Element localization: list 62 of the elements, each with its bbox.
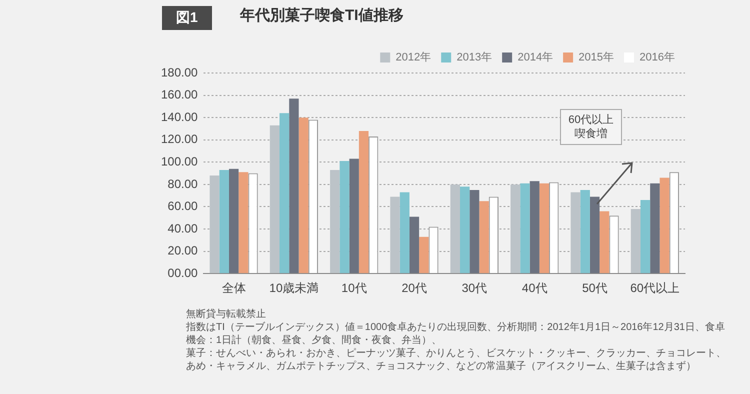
bar (570, 192, 580, 274)
x-tick-label: 40代 (522, 281, 548, 296)
bar (210, 176, 220, 274)
y-tick-label: 40.00 (168, 221, 198, 236)
caption: 図1 (162, 6, 212, 30)
legend-label: 2014年 (518, 52, 554, 64)
bar (340, 161, 350, 274)
text: 菓子：せんべい・あられ・おかき、ピーナッツ菓子、かりんとう、ビスケット・クッキー、クラッカー、チョコレート、あめ・キャラメル、ガムポテトチップス、チョコスナック、などの常温菓子（アイスクリーム、生菓子は含まず） (186, 347, 727, 373)
chart-title: 年代別菓子喫食TI値推移 (240, 6, 404, 25)
x-tick-label: 60代以上 (630, 281, 680, 296)
text: 指数はTI（テーブルインデックス）値＝1000食卓あたりの出現回数、分析期間：2012年1月1日～2016年12月31日、食卓機会：1日計（朝食、昼食、夕食、間食・夜食、弁当）、 (186, 321, 726, 347)
y-tick-label: 100.00 (161, 154, 198, 168)
bar (390, 196, 400, 274)
bar (419, 236, 429, 274)
bar (590, 196, 600, 274)
y-tick-label: 160.00 (161, 88, 198, 102)
bar (479, 201, 489, 274)
bar (349, 158, 359, 274)
bar (228, 168, 239, 274)
legend-label: 2016年 (640, 52, 676, 64)
bar (470, 190, 480, 274)
bar (450, 184, 460, 274)
x-tick-label: 50代 (582, 281, 608, 296)
bar (298, 118, 308, 274)
bar (289, 98, 299, 274)
y-tick-label: 120.00 (161, 132, 198, 146)
y-tick-label: 140.00 (161, 110, 198, 124)
bar (400, 192, 410, 274)
bar (238, 172, 248, 274)
legend-label: 2015年 (578, 52, 614, 64)
text: 無断貸与転載禁止 (186, 308, 267, 321)
annotation: 60代以上 (567, 113, 615, 127)
legend-label: 2013年 (456, 52, 492, 64)
bar (460, 186, 470, 274)
bar (660, 178, 670, 274)
bar (330, 170, 340, 274)
bar (600, 211, 610, 274)
x-tick-label: 30代 (462, 281, 488, 296)
y-tick-label: 60.00 (168, 199, 198, 214)
bar (580, 190, 590, 274)
bar (358, 130, 369, 274)
bar (650, 183, 660, 274)
bar (640, 200, 650, 274)
y-tick-label: 80.00 (168, 176, 198, 191)
y-tick-label: 180.00 (161, 65, 198, 80)
y-tick-label: 00.00 (168, 266, 198, 280)
bar (539, 183, 550, 274)
x-tick-label: 全体 (222, 281, 246, 296)
x-tick-label: 10代 (341, 281, 367, 296)
bar (520, 183, 530, 274)
x-tick-label: 20代 (402, 281, 427, 296)
bar (280, 113, 290, 274)
bar (630, 208, 640, 274)
annotation: 喫食増 (574, 127, 608, 141)
bar (510, 184, 520, 274)
bar (270, 125, 280, 274)
legend-label: 2012年 (396, 52, 432, 64)
bar (219, 170, 229, 274)
bar (409, 216, 420, 274)
y-tick-label: 20.00 (168, 244, 198, 258)
x-tick-label: 10歳未満 (269, 281, 319, 296)
bar (530, 181, 540, 274)
